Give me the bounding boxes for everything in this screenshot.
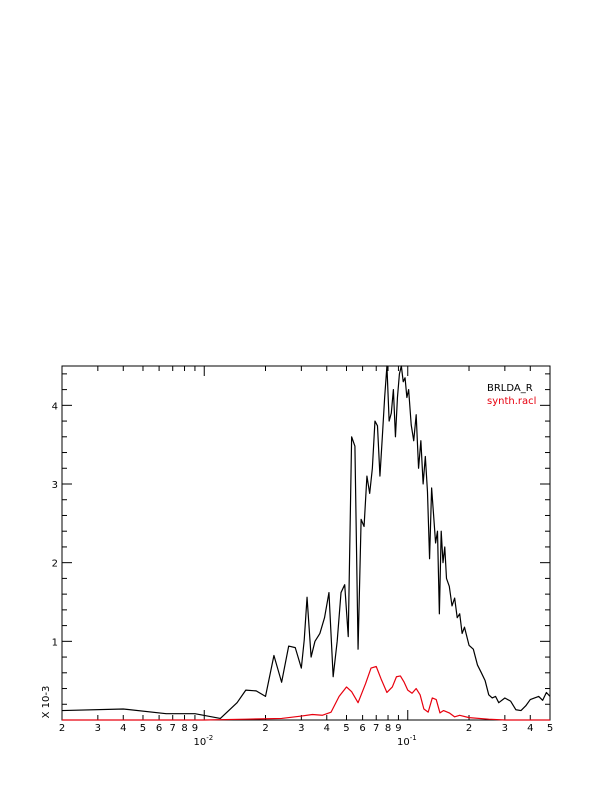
y-tick-label: 2 <box>52 559 58 570</box>
y-multiplier-label: X 10-3 <box>41 686 52 719</box>
x-major-tick-base: 10 <box>194 737 207 748</box>
x-major-tick-label: 10 -1 <box>397 734 417 748</box>
series-line-red <box>62 665 550 721</box>
x-major-tick-exp: -1 <box>410 734 417 742</box>
y-axis: 1 2 3 4 <box>52 373 550 705</box>
x-tick-label: 5 <box>547 723 553 734</box>
x-major-tick-exp: -2 <box>206 734 213 742</box>
x-tick-label: 5 <box>343 723 349 734</box>
x-tick-label: 5 <box>140 723 146 734</box>
x-tick-label: 8 <box>181 723 187 734</box>
y-tick-label: 4 <box>52 401 58 412</box>
x-tick-label: 7 <box>373 723 379 734</box>
legend-entry: BRLDA_R <box>487 383 533 394</box>
legend: BRLDA_R synth.racl <box>487 383 536 407</box>
x-major-tick-base: 10 <box>397 737 410 748</box>
x-tick-label: 4 <box>527 723 533 734</box>
plot-frame <box>61 365 551 721</box>
x-tick-label: 6 <box>156 723 162 734</box>
x-tick-label: 2 <box>262 723 268 734</box>
x-tick-label: 8 <box>385 723 391 734</box>
x-tick-label: 4 <box>324 723 330 734</box>
x-tick-label: 9 <box>395 723 401 734</box>
x-tick-label: 3 <box>95 723 101 734</box>
x-tick-label: 6 <box>359 723 365 734</box>
x-tick-label: 2 <box>466 723 472 734</box>
y-tick-label: 1 <box>52 637 58 648</box>
x-tick-label: 9 <box>192 723 198 734</box>
x-major-tick-label: 10 -2 <box>194 734 214 748</box>
x-axis: 2 3 4 5 6 7 8 9 2 3 4 5 6 7 8 9 2 3 4 510 -2 10 -1 <box>59 366 553 748</box>
x-tick-label: 2 <box>59 723 65 734</box>
series-line-black <box>61 365 551 720</box>
y-tick-label: 3 <box>52 480 58 491</box>
x-tick-label: 3 <box>298 723 304 734</box>
series-layer <box>61 365 551 721</box>
x-tick-label: 7 <box>170 723 176 734</box>
x-tick-label: 4 <box>120 723 126 734</box>
legend-entry: synth.racl <box>487 396 536 407</box>
x-tick-label: 3 <box>502 723 508 734</box>
